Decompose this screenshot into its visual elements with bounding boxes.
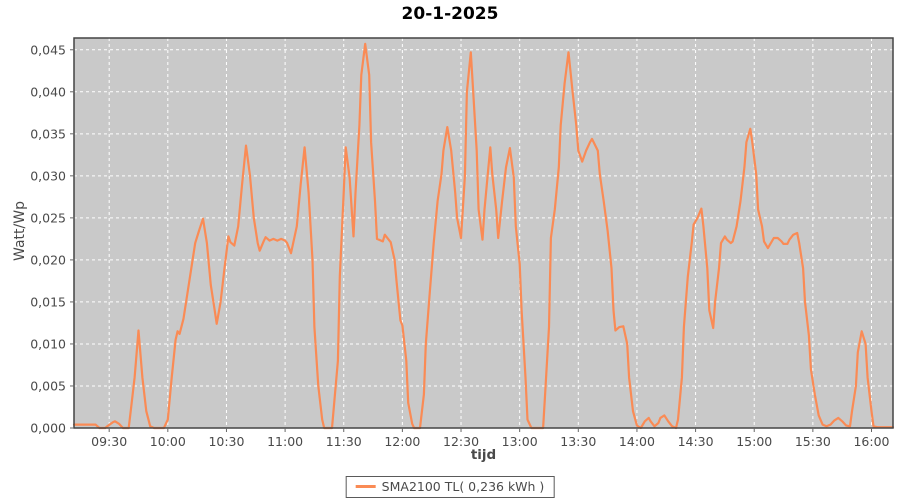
x-tick-label: 11:30 <box>326 434 362 449</box>
x-tick-label: 13:00 <box>502 434 538 449</box>
x-axis-label: tijd <box>470 447 497 463</box>
legend-box: SMA2100 TL( 0,236 kWh ) <box>345 476 555 498</box>
legend-series-swatch <box>355 485 376 488</box>
x-tick-label: 15:30 <box>795 434 831 449</box>
x-tick-label: 10:00 <box>150 434 186 449</box>
x-tick-label: 09:30 <box>91 434 127 449</box>
y-axis-label: Watt/Wp <box>12 201 28 261</box>
x-tick-label: 12:30 <box>443 434 479 449</box>
x-tick-label: 13:30 <box>560 434 596 449</box>
x-tick-label: 15:00 <box>736 434 772 449</box>
plot-border <box>73 37 894 429</box>
y-tick-label: 0,025 <box>30 210 66 225</box>
x-tick-label: 14:00 <box>619 434 655 449</box>
y-tick-label: 0,005 <box>30 378 66 393</box>
x-tick-label: 10:30 <box>208 434 244 449</box>
y-tick-label: 0,010 <box>30 336 66 351</box>
y-tick-label: 0,040 <box>30 84 66 99</box>
chart-title: 20-1-2025 <box>401 4 499 24</box>
y-tick-label: 0,015 <box>30 294 66 309</box>
y-tick-label: 0,020 <box>30 252 66 267</box>
x-tick-label: 12:00 <box>384 434 420 449</box>
legend-series-label: SMA2100 TL( 0,236 kWh ) <box>381 479 545 494</box>
x-tick-label: 16:00 <box>853 434 889 449</box>
y-tick-label: 0,035 <box>30 126 66 141</box>
y-tick-label: 0,000 <box>30 421 66 436</box>
y-tick-label: 0,045 <box>30 42 66 57</box>
x-tick-label: 11:00 <box>267 434 303 449</box>
series-line-sma2100 <box>72 42 895 430</box>
x-tick-label: 14:30 <box>678 434 714 449</box>
y-tick-label: 0,030 <box>30 168 66 183</box>
